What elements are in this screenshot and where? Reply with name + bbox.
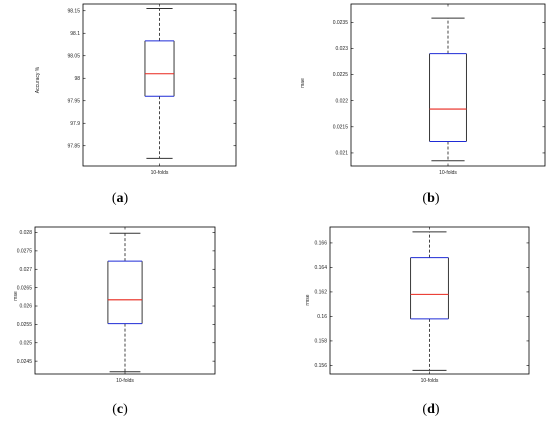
y-tick-label: 98.1 [70, 31, 80, 37]
y-tick-label: 0.0275 [17, 249, 33, 255]
y-tick-label: 0.166 [314, 241, 327, 247]
panel-caption: (a) [112, 191, 129, 206]
y-tick-label: 0.0215 [333, 125, 349, 131]
x-tick-label: 10-folds [421, 378, 439, 384]
y-axis-label: Accuracy % [35, 66, 41, 93]
y-tick-label: 0.028 [19, 230, 32, 236]
y-tick-label: 0.16 [317, 314, 327, 320]
x-tick-label: 10-folds [439, 170, 457, 176]
y-tick-label: 0.0235 [333, 20, 349, 26]
y-tick-label: 0.022 [335, 98, 348, 104]
y-tick-label: 0.162 [314, 290, 327, 296]
y-tick-label: 97.85 [67, 143, 80, 149]
y-axis-label: rmse [305, 294, 311, 305]
y-tick-label: 0.0255 [17, 322, 33, 328]
y-tick-label: 98.15 [67, 8, 80, 14]
y-tick-label: 0.0225 [333, 72, 349, 78]
y-tick-label: 0.021 [335, 151, 348, 157]
panel-caption: (c) [112, 402, 128, 417]
x-tick-label: 10-folds [116, 378, 134, 384]
chart-panel-1: 97.85 97.9 97.95 98 98.05 98.1 98.15 10-folds Ac… [35, 3, 237, 206]
y-tick-label: 0.023 [335, 46, 348, 52]
chart-panel-2: 0.021 0.0215 0.022 0.0225 0.023 0.0235 10-fold… [300, 3, 546, 206]
panel-caption: (b) [422, 191, 439, 206]
y-tick-label: 97.95 [67, 98, 80, 104]
y-tick-label: 0.0265 [17, 285, 33, 291]
y-tick-label: 0.156 [314, 363, 327, 369]
plot-frame [329, 226, 530, 375]
y-tick-label: 0.164 [314, 265, 327, 271]
y-tick-label: 0.158 [314, 339, 327, 345]
y-tick-label: 0.0245 [17, 359, 33, 365]
y-tick-label: 98 [74, 76, 80, 82]
panel-caption: (d) [422, 402, 439, 417]
y-tick-label: 97.9 [70, 121, 80, 127]
y-tick-label: 98.05 [67, 53, 80, 59]
y-axis-label: mae [300, 78, 306, 88]
chart-panel-4: 0.156 0.158 0.16 0.162 0.164 0.166 10-folds rms… [305, 226, 530, 417]
y-tick-label: 0.025 [19, 340, 32, 346]
y-tick-label: 0.027 [19, 267, 32, 273]
y-axis-label: mse [13, 291, 19, 301]
y-tick-label: 0.026 [19, 304, 32, 310]
x-tick-label: 10-folds [151, 170, 169, 176]
chart-panel-3: 0.0245 0.025 0.0255 0.026 0.0265 0.027 0.0275 0… [13, 226, 216, 417]
